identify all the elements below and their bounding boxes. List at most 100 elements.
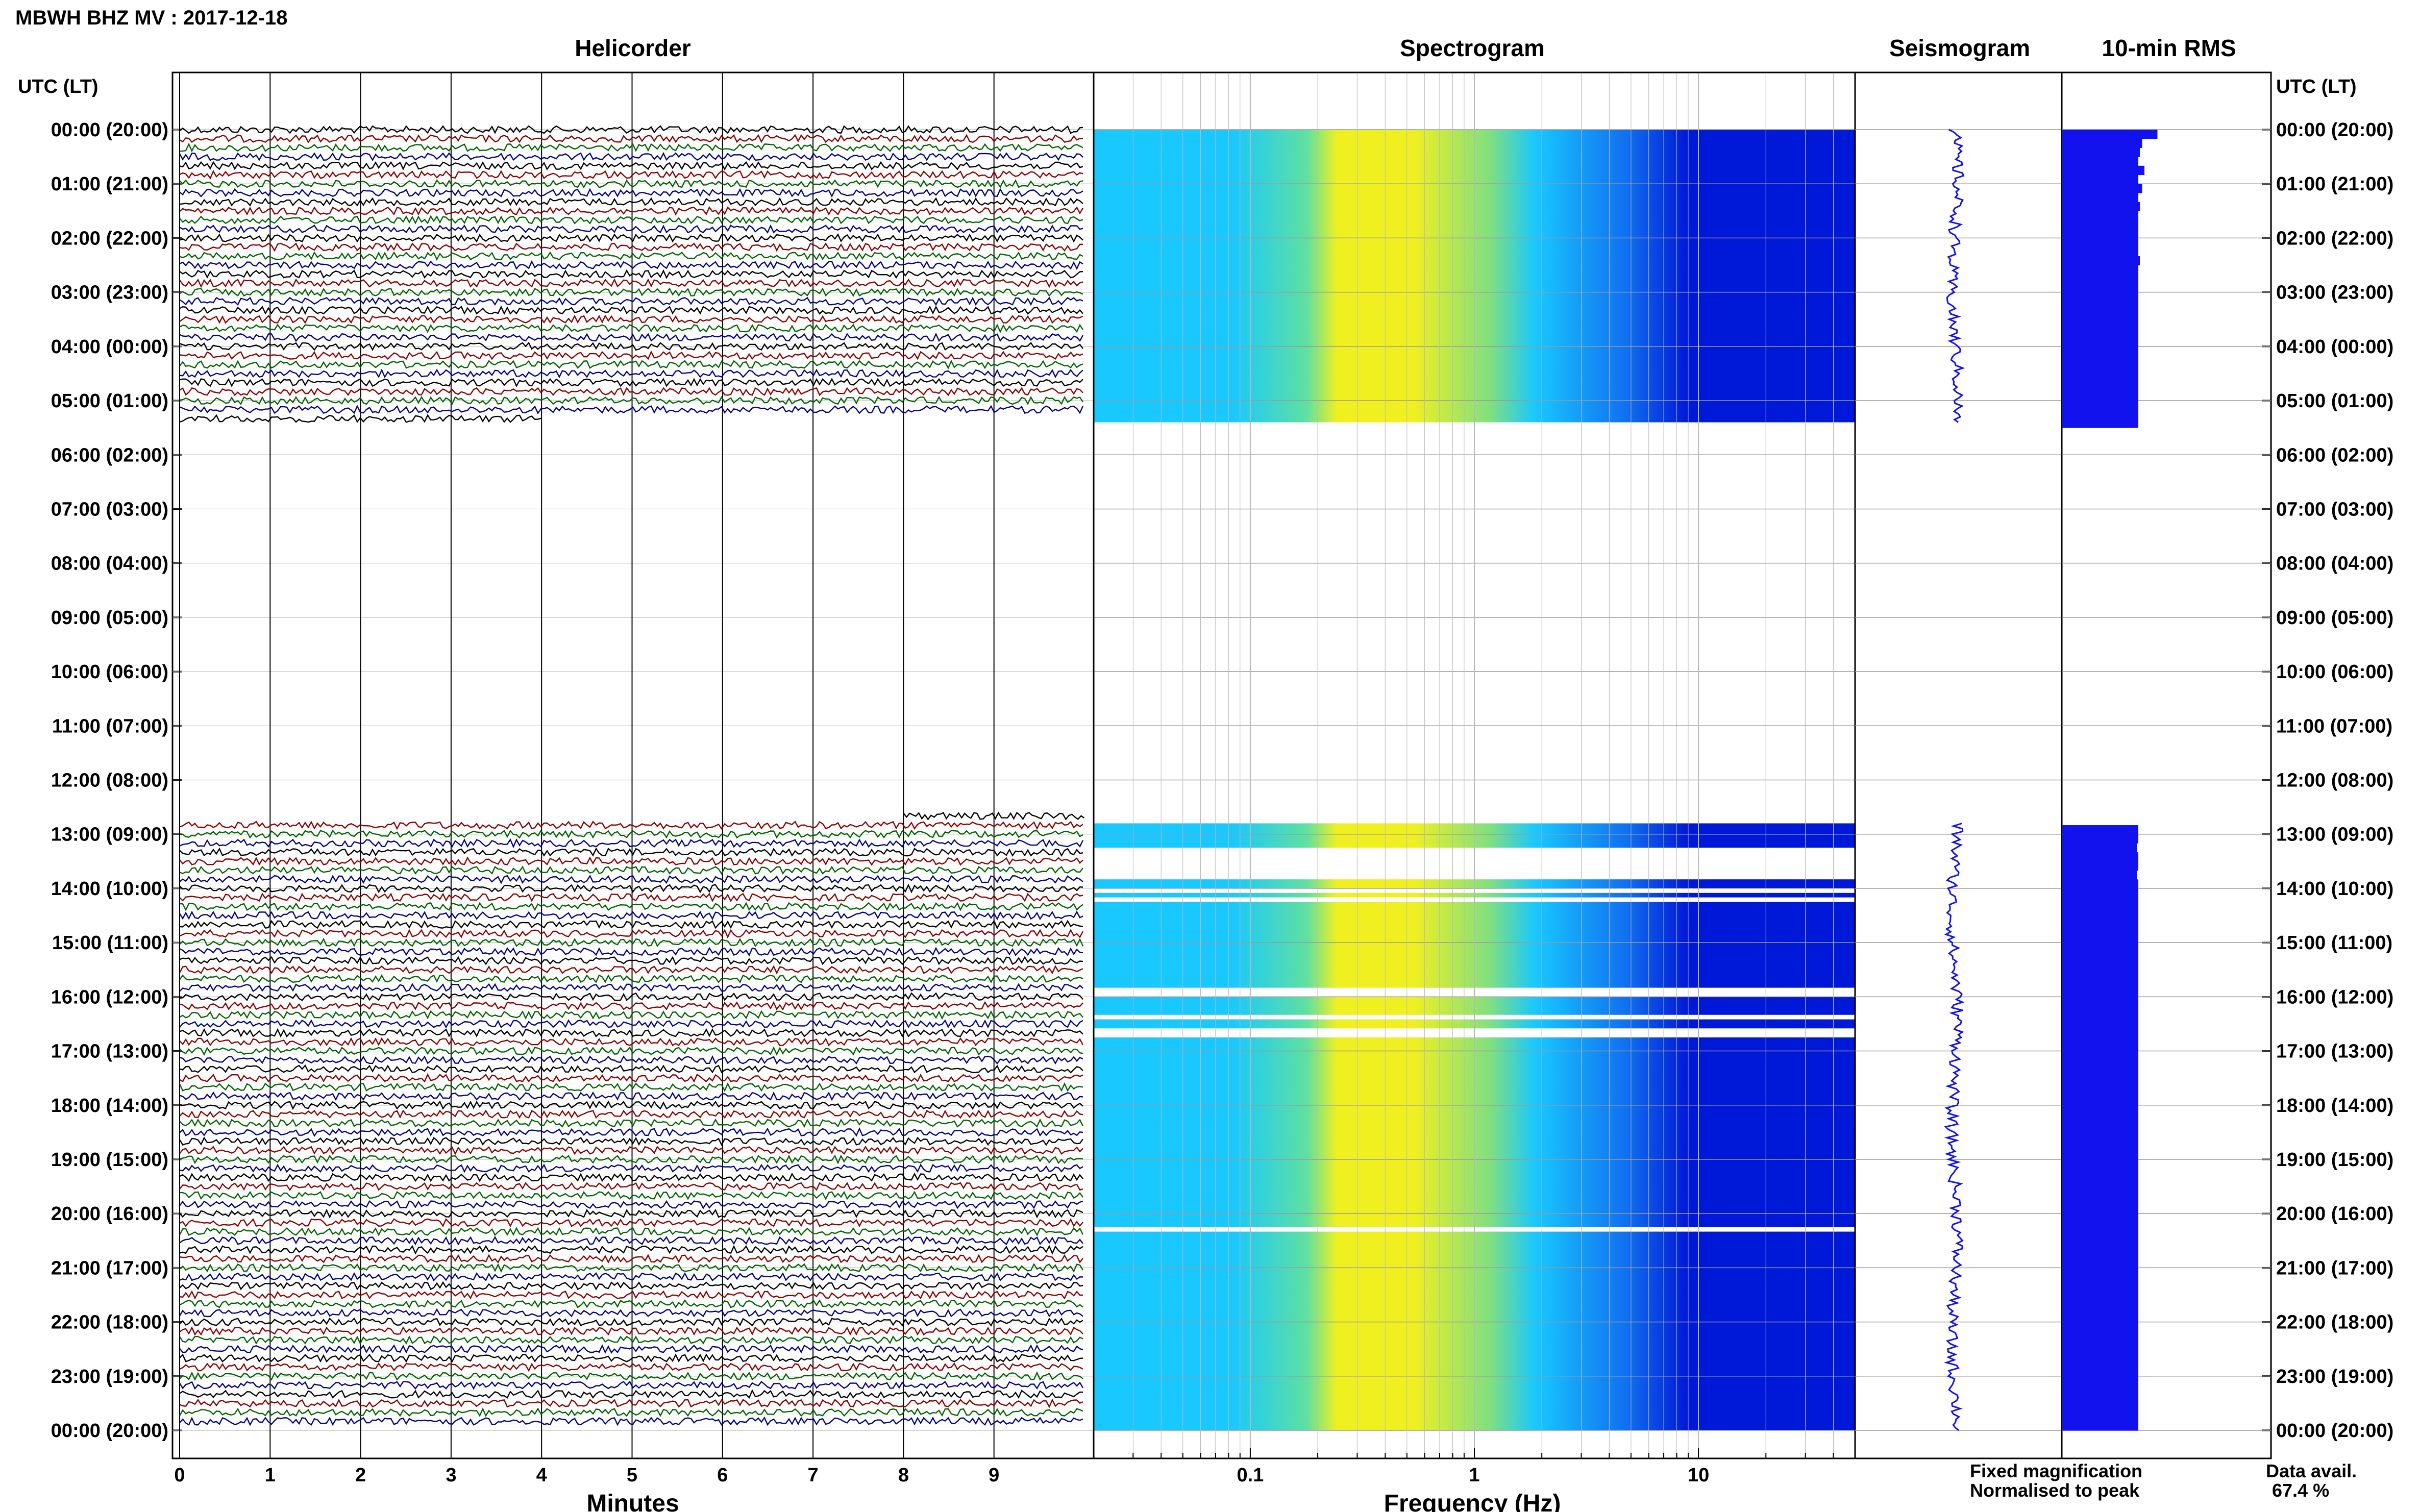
- helicorder-trace: [179, 152, 1083, 162]
- rms-bar: [2062, 1087, 2138, 1097]
- rms-bar: [2062, 1367, 2138, 1377]
- helicorder-trace: [179, 910, 1083, 921]
- hour-label-left: 23:00 (19:00): [51, 1366, 168, 1387]
- minute-tick-label: 9: [989, 1465, 999, 1486]
- frequency-ticks: 0.1 1 10: [1093, 1448, 1856, 1486]
- helicorder-trace: [179, 829, 1083, 839]
- rms-frame: [2061, 71, 2272, 1459]
- helicorder-trace: [179, 1073, 1083, 1083]
- rms-bars: [2062, 130, 2158, 1431]
- helicorder-trace: [179, 1299, 1083, 1309]
- rms-bar: [2062, 1394, 2138, 1404]
- helicorder-trace: [179, 1335, 1083, 1345]
- helicorder-trace: [179, 1272, 1083, 1282]
- hour-label-left: 17:00 (13:00): [51, 1041, 168, 1062]
- helicorder-trace: [179, 974, 1083, 984]
- helicorder-trace: [179, 169, 1083, 180]
- minute-tick-label: 4: [536, 1465, 547, 1486]
- rms-bar: [2062, 301, 2138, 311]
- seismogram-panel: [1854, 71, 2063, 1459]
- hour-label-left: 04:00 (00:00): [51, 336, 168, 358]
- helicorder-trace: [179, 1416, 1083, 1426]
- rms-bar: [2062, 1096, 2138, 1106]
- rms-bar: [2062, 834, 2138, 844]
- helicorder-trace: [179, 368, 1083, 379]
- rms-bar: [2062, 1249, 2138, 1259]
- hour-label-right: 06:00 (02:00): [2276, 444, 2393, 466]
- hour-label-right: 12:00 (08:00): [2276, 770, 2393, 791]
- helicorder-trace: [179, 1208, 1083, 1219]
- rms-bar: [2062, 157, 2138, 166]
- hour-label-right: 05:00 (01:00): [2276, 390, 2393, 412]
- helicorder-trace: [179, 414, 541, 424]
- helicorder-trace: [179, 1362, 1083, 1372]
- rms-bar: [2062, 1033, 2138, 1043]
- helicorder-trace: [179, 1001, 1083, 1011]
- helicorder-trace: [179, 188, 1083, 198]
- rms-bar: [2062, 1069, 2138, 1079]
- rms-bar: [2062, 373, 2138, 383]
- time-axis-label-left: UTC (LT): [18, 76, 98, 97]
- frequency-tick-label: 1: [1469, 1465, 1479, 1486]
- rms-bar: [2062, 229, 2138, 239]
- frequency-tick-label: 10: [1688, 1465, 1709, 1486]
- rms-bar: [2062, 951, 2138, 961]
- rms-bar: [2062, 310, 2138, 320]
- helicorder-trace: [179, 1091, 1083, 1101]
- rms-bar: [2062, 138, 2142, 148]
- helicorder-trace: [179, 1371, 1083, 1381]
- frequency-tick-label: 0.1: [1237, 1465, 1264, 1486]
- helicorder-trace: [179, 314, 1083, 324]
- helicorder-trace: [179, 875, 1083, 884]
- rms-bar: [2062, 265, 2138, 275]
- hour-labels-left: 00:00 (20:00) 01:00 (21:00) 02:00 (22:00) 0…: [51, 119, 182, 1442]
- helicorder-trace: [179, 405, 1084, 414]
- rms-bar: [2062, 1403, 2138, 1413]
- rms-bar: [2062, 915, 2138, 925]
- helicorder-trace: [179, 161, 1083, 171]
- hour-label-left: 09:00 (05:00): [51, 607, 168, 629]
- rms-bar: [2062, 328, 2138, 338]
- helicorder-trace: [179, 1136, 1083, 1147]
- helicorder-trace: [179, 865, 1083, 875]
- rms-bar: [2062, 391, 2138, 401]
- rms-bar: [2062, 401, 2138, 410]
- helicorder-trace: [179, 902, 1083, 911]
- minute-tick-label: 8: [898, 1465, 909, 1486]
- rms-bar: [2062, 1123, 2138, 1133]
- rms-bar: [2062, 1412, 2138, 1422]
- minute-tick-label: 7: [808, 1465, 819, 1486]
- minute-tick-label: 3: [446, 1465, 456, 1486]
- data-availability-value: 67.4 %: [2272, 1480, 2329, 1501]
- seismogram-header: Seismogram: [1889, 35, 2030, 61]
- rms-bar: [2062, 238, 2138, 247]
- hour-label-right: 04:00 (00:00): [2276, 336, 2393, 358]
- helicorder-trace: [179, 1308, 1083, 1318]
- helicorder-traces: [179, 125, 1085, 1426]
- rms-bar: [2062, 1114, 2138, 1124]
- rms-bar: [2062, 852, 2138, 862]
- helicorder-trace: [179, 1028, 1083, 1038]
- rms-bar: [2062, 1421, 2138, 1431]
- helicorder-trace: [179, 287, 1083, 297]
- helicorder-trace: [179, 983, 1083, 993]
- rms-header: 10-min RMS: [2102, 35, 2236, 61]
- rms-bar: [2062, 175, 2138, 184]
- helicorder-trace: [179, 242, 1083, 252]
- helicorder-trace: [179, 1344, 1083, 1354]
- hour-label-left: 14:00 (10:00): [51, 878, 168, 900]
- rms-bar: [2062, 147, 2140, 157]
- rms-bar: [2062, 1159, 2138, 1169]
- helicorder-trace: [179, 142, 1083, 153]
- rms-bar: [2062, 978, 2138, 988]
- helicorder-trace: [179, 1227, 1084, 1236]
- minute-tick-label: 2: [355, 1465, 366, 1486]
- rms-bar: [2062, 1331, 2138, 1341]
- rms-bar: [2062, 382, 2138, 392]
- rms-bar: [2062, 337, 2138, 347]
- helicorder-trace: [179, 332, 1084, 342]
- helicorder-trace: [179, 1380, 1084, 1390]
- data-availability-label: Data avail.: [2266, 1460, 2357, 1481]
- helicorder-trace: [179, 1262, 1084, 1273]
- rms-bar: [2062, 1105, 2138, 1115]
